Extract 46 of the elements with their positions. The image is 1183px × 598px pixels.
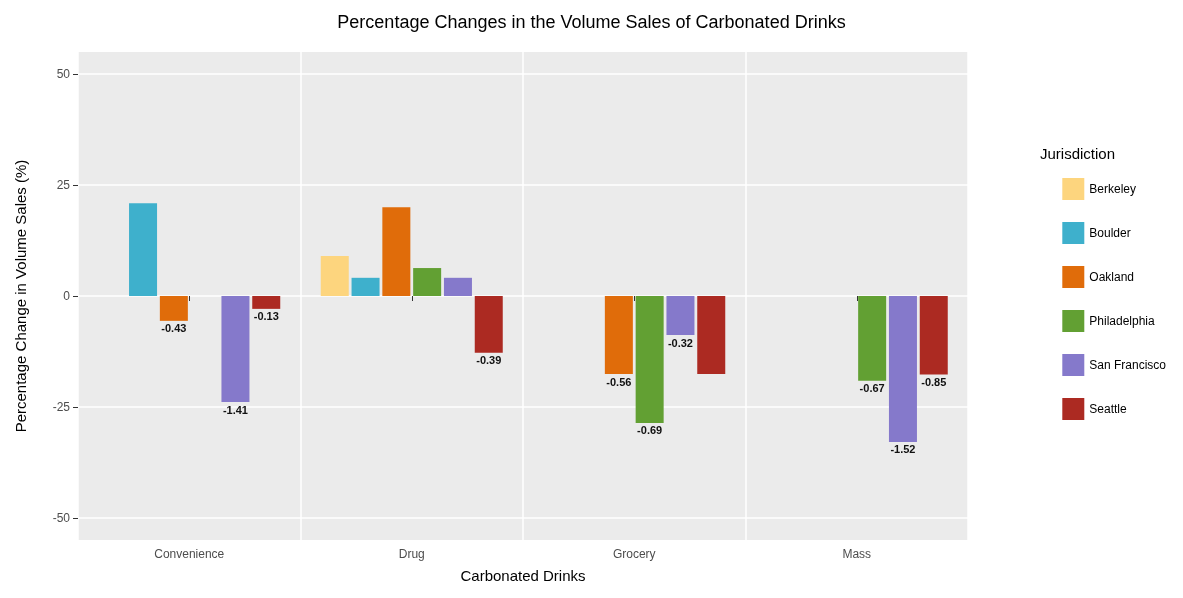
legend-label: Philadelphia — [1089, 314, 1156, 328]
annotation: -0.85 — [921, 376, 947, 389]
x-tick-label: Grocery — [612, 547, 656, 561]
annotation: -0.39 — [476, 354, 502, 367]
bar — [635, 296, 664, 423]
bar — [221, 296, 250, 403]
y-tick-label: -50 — [52, 510, 71, 525]
legend-title: Jurisdiction — [1039, 145, 1115, 162]
legend-label: Berkeley — [1089, 182, 1136, 196]
legend-label: San Francisco — [1089, 358, 1167, 372]
x-axis-title: Carbonated Drinks — [460, 567, 586, 584]
annotation: -0.67 — [859, 382, 885, 395]
bar — [351, 277, 380, 296]
bar — [129, 203, 158, 296]
bar — [474, 296, 503, 353]
y-tick-label: 0 — [63, 289, 71, 303]
annotation: -0.43 — [161, 322, 187, 335]
x-tick-label: Drug — [398, 547, 425, 561]
annotation: -0.13 — [253, 310, 279, 323]
chart-title: Percentage Changes in the Volume Sales of Carbonated Drinks — [337, 12, 846, 32]
bar — [888, 296, 917, 442]
bar — [443, 277, 472, 296]
bar — [697, 296, 726, 375]
bar — [858, 296, 887, 381]
bar — [413, 268, 442, 296]
annotation: -0.56 — [606, 375, 632, 388]
bar — [382, 207, 411, 296]
bar — [604, 296, 633, 375]
x-tick-label: Mass — [842, 547, 872, 561]
y-tick-label: -25 — [52, 399, 71, 414]
annotation: -1.41 — [222, 403, 248, 416]
legend-label: Oakland — [1089, 270, 1134, 284]
y-axis-title: Percentage Change in Volume Sales (%) — [12, 159, 29, 433]
y-tick-label: 25 — [56, 178, 71, 193]
bar — [666, 296, 695, 336]
bar — [159, 296, 188, 321]
bar — [252, 296, 281, 309]
legend-label: Boulder — [1089, 226, 1131, 240]
annotation: -1.52 — [890, 443, 916, 456]
annotation: -0.69 — [637, 424, 663, 437]
annotation: -0.32 — [667, 336, 693, 349]
bar — [320, 256, 349, 296]
bar — [919, 296, 948, 375]
y-tick-label: 50 — [56, 67, 71, 82]
legend-label: Seattle — [1089, 402, 1127, 416]
x-tick-label: Convenience — [154, 547, 225, 561]
